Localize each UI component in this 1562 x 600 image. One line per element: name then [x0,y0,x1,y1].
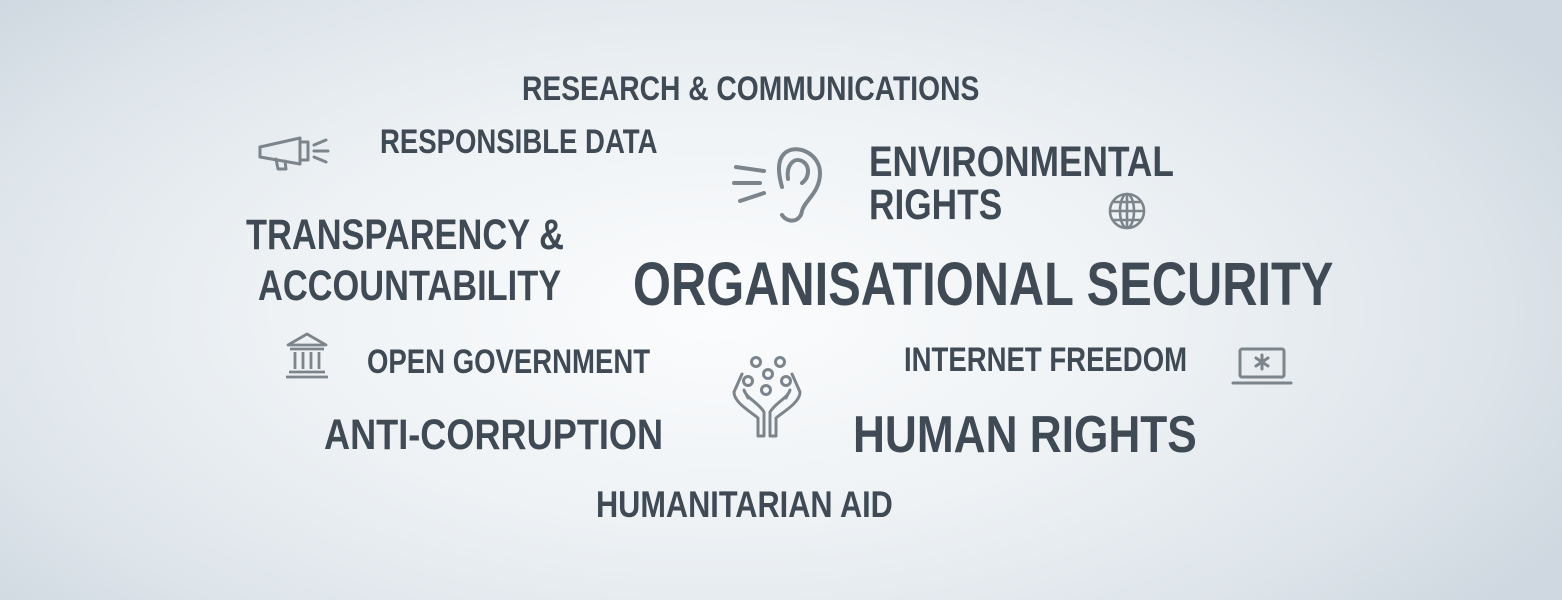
laptop-icon [1231,346,1293,388]
topic-transparency-line2: ACCOUNTABILITY [258,262,562,310]
topic-humanitarian-aid: HUMANITARIAN AID [596,484,893,525]
hands-icon [728,354,806,438]
government-building-icon [284,331,330,381]
topic-environmental-rights-line1: ENVIRONMENTAL [869,138,1174,186]
topic-environmental-rights-line2: RIGHTS [869,181,1003,229]
ear-icon [730,143,825,225]
topic-transparency-line1: TRANSPARENCY & [246,211,564,259]
topic-research-communications: RESEARCH & COMMUNICATIONS [522,70,980,108]
topic-responsible-data: RESPONSIBLE DATA [380,123,658,161]
topic-anti-corruption: ANTI-CORRUPTION [324,411,664,459]
topic-open-government: OPEN GOVERNMENT [367,343,651,381]
topic-internet-freedom: INTERNET FREEDOM [904,341,1188,379]
megaphone-icon [256,132,332,174]
globe-icon [1107,191,1147,231]
topic-human-rights: HUMAN RIGHTS [853,406,1197,464]
topic-organisational-security: ORGANISATIONAL SECURITY [633,250,1334,318]
